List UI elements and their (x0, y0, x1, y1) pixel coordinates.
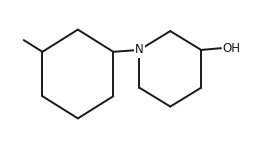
Text: N: N (135, 44, 144, 56)
Text: OH: OH (222, 42, 240, 55)
